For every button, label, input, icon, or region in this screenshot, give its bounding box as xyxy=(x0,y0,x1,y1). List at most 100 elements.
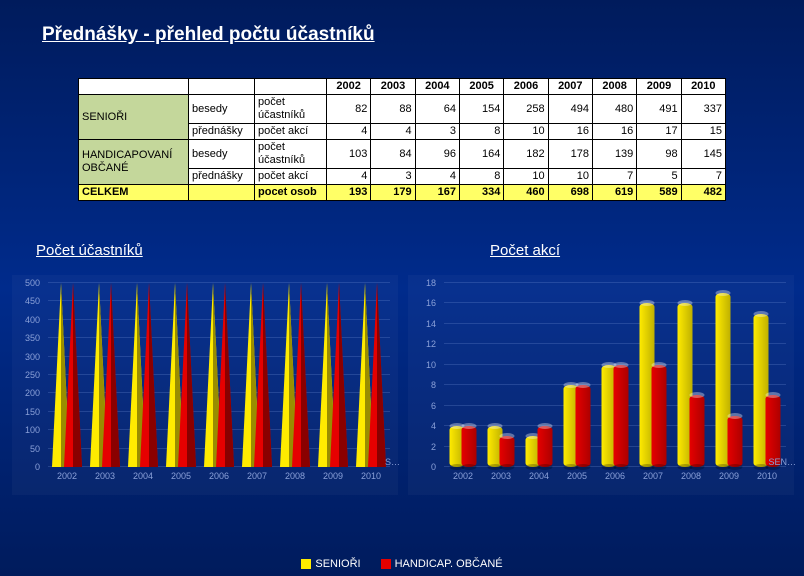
legend-item: HANDICAP. OBČANÉ xyxy=(381,558,503,570)
table-cell: 10 xyxy=(548,169,592,185)
table-cell: 15 xyxy=(681,124,725,140)
x-tick: 2004 xyxy=(529,471,549,481)
y-tick: 16 xyxy=(426,298,436,308)
x-tick: 2007 xyxy=(247,471,267,481)
x-tick: 2006 xyxy=(605,471,625,481)
table-cell: 8 xyxy=(459,124,503,140)
y-tick: 4 xyxy=(431,421,436,431)
x-tick: 2010 xyxy=(757,471,777,481)
table-cell: 619 xyxy=(592,185,636,201)
x-tick: 2005 xyxy=(567,471,587,481)
table-cell: 96 xyxy=(415,140,459,169)
y-tick: 12 xyxy=(426,339,436,349)
metric-label: počet účastníků xyxy=(255,140,327,169)
table-cell: 4 xyxy=(327,169,371,185)
chart-right-title: Počet akcí xyxy=(490,242,560,259)
y-tick: 8 xyxy=(431,380,436,390)
cone-bar xyxy=(330,283,348,467)
table-cell: 82 xyxy=(327,95,371,124)
table-cell: 589 xyxy=(637,185,681,201)
gridline xyxy=(444,323,786,324)
table-cell: 4 xyxy=(371,124,415,140)
table-cell: 182 xyxy=(504,140,548,169)
cylinder-bar xyxy=(728,416,743,467)
x-tick: 2009 xyxy=(323,471,343,481)
page-title: Přednášky - přehled počtu účastníků xyxy=(42,24,375,46)
year-header: 2009 xyxy=(637,79,681,95)
table-header-row: 200220032004200520062007200820092010 xyxy=(79,79,726,95)
chart-left-title: Počet účastníků xyxy=(36,242,143,259)
cone-bar xyxy=(254,283,272,467)
gridline xyxy=(444,282,786,283)
table-cell: 16 xyxy=(548,124,592,140)
table-cell: 8 xyxy=(459,169,503,185)
metric-label: počet akcí xyxy=(255,124,327,140)
y-tick: 150 xyxy=(25,407,40,417)
table-row: HANDICAPOVANÍ OBČANÉbesedypočet účastník… xyxy=(79,140,726,169)
table-row: SENIOŘIbesedypočet účastníků828864154258… xyxy=(79,95,726,124)
table-cell: 178 xyxy=(548,140,592,169)
table-cell: 494 xyxy=(548,95,592,124)
y-tick: 6 xyxy=(431,401,436,411)
gridline xyxy=(444,343,786,344)
group-label: HANDICAPOVANÍ OBČANÉ xyxy=(79,140,189,185)
chart-left-depth-label: S… xyxy=(385,457,400,467)
type-label: besedy xyxy=(189,95,255,124)
table-cell: 16 xyxy=(592,124,636,140)
y-tick: 50 xyxy=(30,444,40,454)
chart-right: 024681012141618 200220032004200520062007… xyxy=(408,275,794,495)
cone-bar xyxy=(64,283,82,467)
table-cell: 258 xyxy=(504,95,548,124)
cylinder-bar xyxy=(538,426,553,467)
table-cell: 103 xyxy=(327,140,371,169)
x-tick: 2008 xyxy=(285,471,305,481)
y-tick: 14 xyxy=(426,319,436,329)
y-tick: 350 xyxy=(25,333,40,343)
table-total-row: CELKEMpocet osob193179167334460698619589… xyxy=(79,185,726,201)
table-cell: 3 xyxy=(371,169,415,185)
cone-bar xyxy=(292,283,310,467)
x-tick: 2003 xyxy=(491,471,511,481)
year-header: 2006 xyxy=(504,79,548,95)
x-tick: 2010 xyxy=(361,471,381,481)
year-header: 2003 xyxy=(371,79,415,95)
y-tick: 100 xyxy=(25,425,40,435)
year-header: 2010 xyxy=(681,79,725,95)
type-label: přednášky xyxy=(189,124,255,140)
cone-bar xyxy=(140,283,158,467)
table-cell: 193 xyxy=(327,185,371,201)
table-cell: 4 xyxy=(327,124,371,140)
legend-swatch xyxy=(301,559,311,569)
table-cell: 5 xyxy=(637,169,681,185)
table-cell: 139 xyxy=(592,140,636,169)
x-tick: 2002 xyxy=(57,471,77,481)
chart-right-depth-label: SEN… xyxy=(768,457,796,467)
year-header: 2005 xyxy=(459,79,503,95)
table-cell: 154 xyxy=(459,95,503,124)
table-cell: 334 xyxy=(459,185,503,201)
table-cell: 10 xyxy=(504,169,548,185)
y-tick: 18 xyxy=(426,278,436,288)
legend-label: SENIOŘI xyxy=(315,558,360,570)
legend-item: SENIOŘI xyxy=(301,558,360,570)
gridline xyxy=(444,302,786,303)
type-label: přednášky xyxy=(189,169,255,185)
cylinder-bar xyxy=(652,365,667,467)
total-metric-label: pocet osob xyxy=(255,185,327,201)
table-cell: 480 xyxy=(592,95,636,124)
y-tick: 200 xyxy=(25,388,40,398)
table-cell: 7 xyxy=(592,169,636,185)
legend-swatch xyxy=(381,559,391,569)
table-cell: 7 xyxy=(681,169,725,185)
x-tick: 2007 xyxy=(643,471,663,481)
table-cell: 698 xyxy=(548,185,592,201)
y-tick: 450 xyxy=(25,296,40,306)
table-cell: 167 xyxy=(415,185,459,201)
x-tick: 2009 xyxy=(719,471,739,481)
table-cell: 17 xyxy=(637,124,681,140)
table-cell: 3 xyxy=(415,124,459,140)
cylinder-bar xyxy=(500,436,515,467)
y-tick: 500 xyxy=(25,278,40,288)
table-cell: 460 xyxy=(504,185,548,201)
cone-bar xyxy=(216,283,234,467)
